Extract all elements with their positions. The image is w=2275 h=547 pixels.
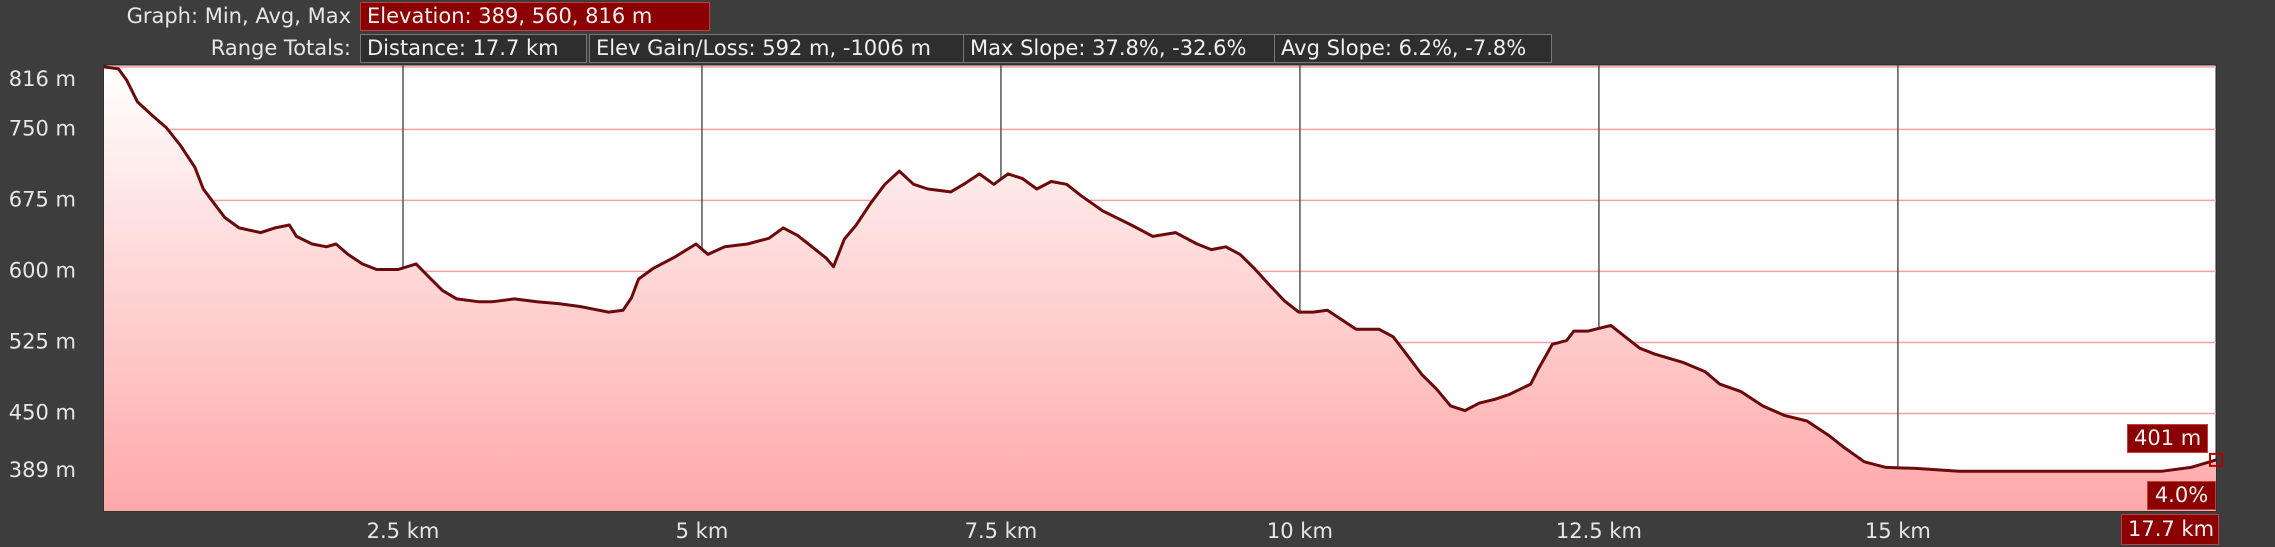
x-tick-label: 5 km <box>676 519 729 543</box>
x-tick-label: 7.5 km <box>965 519 1038 543</box>
y-tick-label: 450 m <box>9 400 76 424</box>
total-box: Distance: 17.7 km <box>360 34 587 63</box>
elevation-line <box>103 65 2217 473</box>
x-tick-label: 2.5 km <box>367 519 440 543</box>
y-tick-label: 389 m <box>9 458 76 482</box>
cursor-elevation: 401 m <box>2127 424 2208 453</box>
graph-label: Graph: Min, Avg, Max <box>126 4 351 28</box>
elevation-summary: Elevation: 389, 560, 816 m <box>360 2 710 31</box>
range-label: Range Totals: <box>210 36 351 60</box>
cursor-slope: 4.0% <box>2147 481 2216 510</box>
total-box: Max Slope: 37.8%, -32.6% <box>963 34 1276 63</box>
total-box: Elev Gain/Loss: 592 m, -1006 m <box>589 34 964 63</box>
y-tick-label: 525 m <box>9 329 76 353</box>
y-tick-label: 750 m <box>9 116 76 140</box>
total-box: Avg Slope: 6.2%, -7.8% <box>1274 34 1552 63</box>
cursor-marker <box>2209 452 2223 467</box>
elevation-area <box>104 66 2216 512</box>
y-tick-label: 816 m <box>9 67 76 91</box>
x-tick-label: 12.5 km <box>1556 519 1642 543</box>
x-tick-label: 10 km <box>1267 519 1333 543</box>
cursor-distance: 17.7 km <box>2121 514 2219 545</box>
y-tick-label: 600 m <box>9 258 76 282</box>
x-tick-label: 15 km <box>1865 519 1931 543</box>
y-tick-label: 675 m <box>9 187 76 211</box>
